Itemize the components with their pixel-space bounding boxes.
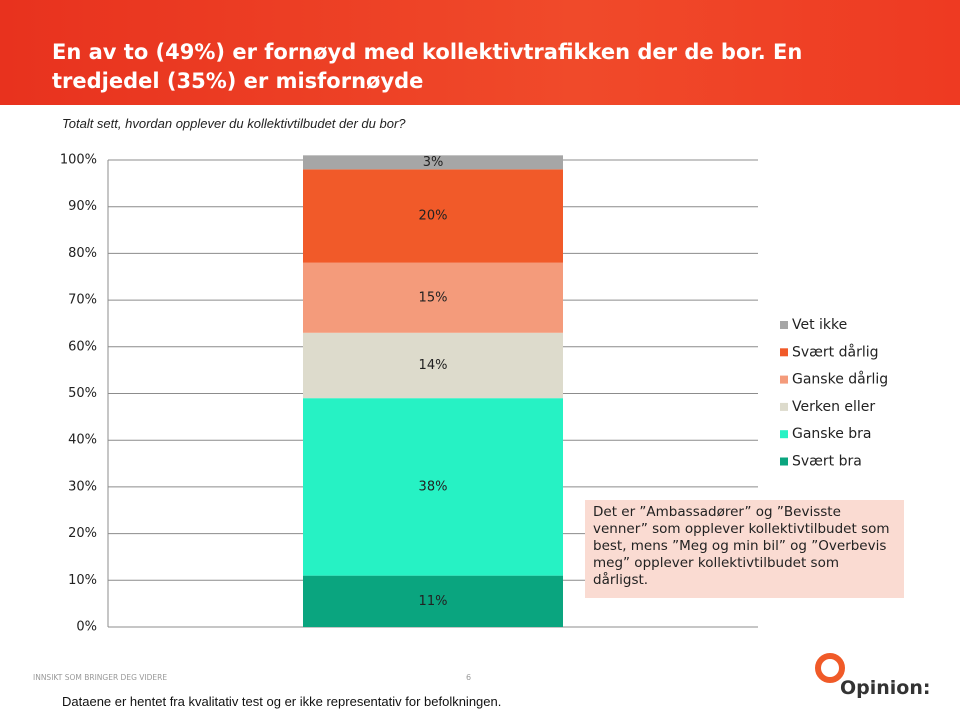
- y-tick-label: 20%: [68, 526, 97, 541]
- slide-title: En av to (49%) er fornøyd med kollektivt…: [52, 40, 803, 93]
- legend-label: Svært bra: [792, 454, 862, 470]
- legend-swatch: [780, 321, 788, 329]
- legend-label: Svært dårlig: [792, 343, 879, 360]
- logo-ring: [815, 653, 845, 683]
- y-tick-label: 30%: [68, 479, 97, 494]
- legend-label: Ganske bra: [792, 426, 872, 442]
- y-tick-label: 90%: [68, 199, 97, 214]
- legend-label: Vet ikke: [792, 317, 847, 333]
- y-tick-label: 80%: [68, 246, 97, 261]
- data-label: 3%: [423, 155, 444, 170]
- tagline: INNSIKT SOM BRINGER DEG VIDERE: [33, 673, 168, 682]
- legend-label: Verken eller: [792, 399, 875, 415]
- y-tick-label: 50%: [68, 386, 97, 401]
- header-band: [0, 0, 960, 105]
- y-tick-label: 60%: [68, 339, 97, 354]
- data-label: 38%: [419, 479, 448, 494]
- annotation: Det er ”Ambassadører” og ”Bevisste venne…: [585, 500, 904, 598]
- y-tick-label: 10%: [68, 573, 97, 588]
- data-label: 11%: [419, 594, 448, 609]
- bar-segment: [303, 398, 563, 576]
- legend-swatch: [780, 375, 788, 384]
- footnote: Dataene er hentet fra kvalitativ test og…: [62, 694, 502, 709]
- bar-segment: [303, 169, 563, 263]
- data-label: 14%: [419, 358, 448, 373]
- page-number: 6: [466, 673, 472, 682]
- data-label: 20%: [419, 209, 448, 224]
- bar-segment: [303, 575, 563, 627]
- legend-swatch: [780, 430, 788, 439]
- bar-segment: [303, 262, 563, 333]
- legend-swatch: [780, 348, 788, 357]
- y-tick-label: 40%: [68, 433, 97, 448]
- chart-subtitle: Totalt sett, hvordan opplever du kollekt…: [62, 116, 406, 131]
- legend-swatch: [780, 457, 788, 466]
- bar-segment: [303, 155, 563, 170]
- legend-label: Ganske dårlig: [792, 371, 888, 388]
- logo: Opinion:: [840, 677, 931, 699]
- y-tick-label: 100%: [60, 153, 97, 168]
- y-tick-label: 70%: [68, 293, 97, 308]
- legend-swatch: [780, 402, 788, 411]
- bar-segment: [303, 332, 563, 399]
- y-tick-label: 0%: [76, 620, 97, 635]
- data-label: 15%: [419, 290, 448, 305]
